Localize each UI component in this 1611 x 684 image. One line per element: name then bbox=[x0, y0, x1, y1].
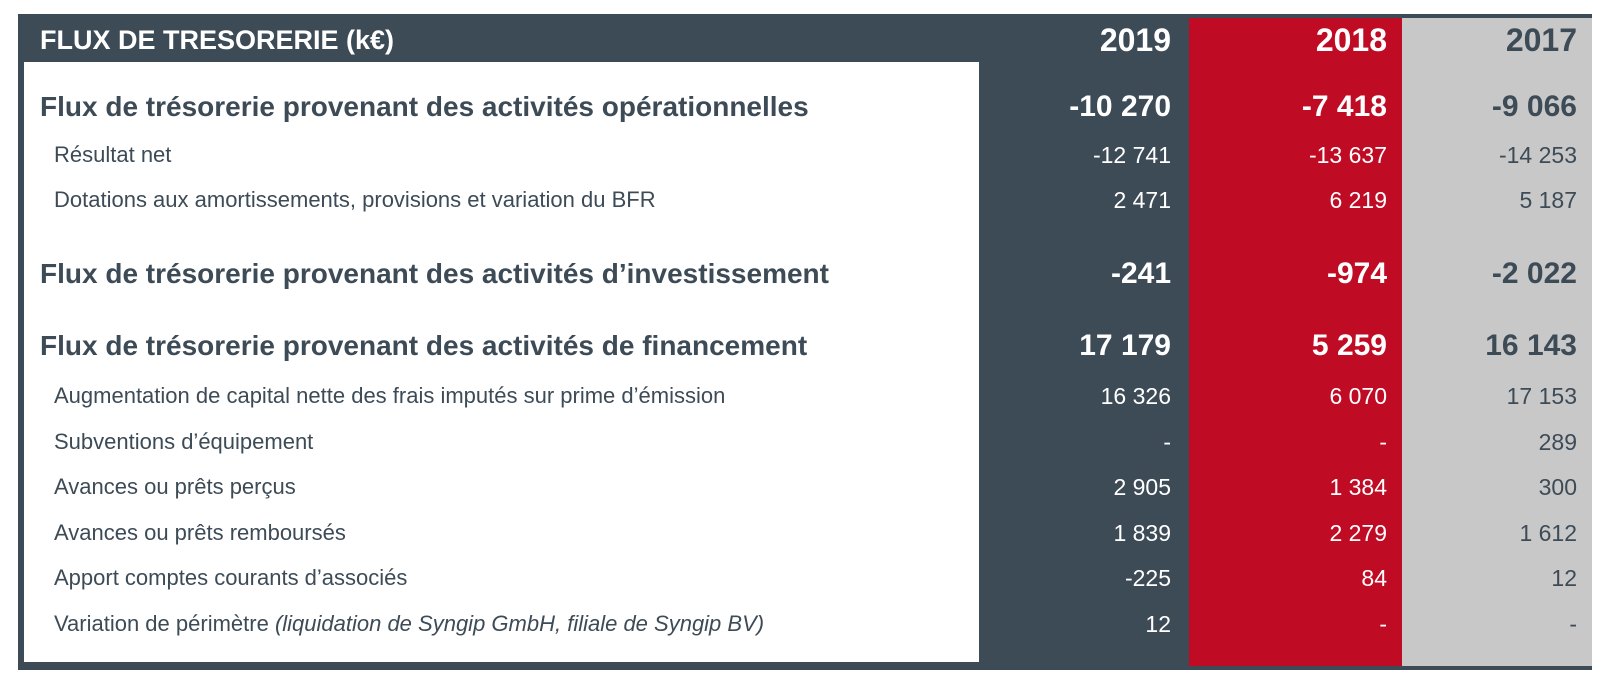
value-2017: 289 bbox=[1538, 429, 1577, 455]
row-label: Augmentation de capital nette des frais … bbox=[54, 383, 726, 408]
value-2019: -225 bbox=[1124, 565, 1171, 591]
table-row: Résultat net -12 741 -13 637 -14 253 bbox=[0, 138, 1611, 172]
value-2018: 5 259 bbox=[1311, 329, 1387, 362]
value-2019: -12 741 bbox=[1092, 142, 1171, 168]
value-2018: 6 219 bbox=[1329, 187, 1387, 213]
value-2017: -14 253 bbox=[1498, 142, 1577, 168]
year-header-2018: 2018 bbox=[1315, 22, 1387, 58]
table-row: Flux de trésorerie provenant des activit… bbox=[0, 86, 1611, 128]
table-row: Flux de trésorerie provenant des activit… bbox=[0, 253, 1611, 295]
table-row: Variation de périmètre (liquidation de S… bbox=[0, 607, 1611, 641]
row-label: Dotations aux amortissements, provisions… bbox=[54, 187, 656, 212]
value-2018: -13 637 bbox=[1308, 142, 1387, 168]
table-row: Dotations aux amortissements, provisions… bbox=[0, 183, 1611, 217]
row-label: Flux de trésorerie provenant des activit… bbox=[40, 91, 809, 122]
year-header-2019: 2019 bbox=[1099, 22, 1171, 58]
label-panel bbox=[24, 62, 979, 662]
value-2018: 84 bbox=[1361, 565, 1387, 591]
value-2017: 1 612 bbox=[1519, 520, 1577, 546]
value-2019: 12 bbox=[1145, 611, 1171, 637]
row-label: Avances ou prêts perçus bbox=[54, 474, 296, 499]
table-row: Avances ou prêts perçus 2 905 1 384 300 bbox=[0, 470, 1611, 504]
year-header-2017: 2017 bbox=[1505, 22, 1577, 58]
column-2017-background bbox=[1402, 18, 1592, 666]
table-title: FLUX DE TRESORERIE (k€) bbox=[40, 25, 395, 55]
value-2018: -7 418 bbox=[1301, 90, 1387, 123]
value-2019: 16 326 bbox=[1100, 383, 1171, 409]
row-label-note: (liquidation de Syngip GmbH, filiale de … bbox=[274, 611, 765, 636]
value-2019: 17 179 bbox=[1079, 329, 1171, 362]
value-2018: 1 384 bbox=[1329, 474, 1387, 500]
value-2019: 1 839 bbox=[1113, 520, 1171, 546]
table-row: Flux de trésorerie provenant des activit… bbox=[0, 325, 1611, 367]
value-2018: 2 279 bbox=[1329, 520, 1387, 546]
row-label: Apport comptes courants d’associés bbox=[54, 565, 408, 590]
table-row: Subventions d’équipement - - 289 bbox=[0, 425, 1611, 459]
value-2017: 16 143 bbox=[1485, 329, 1577, 362]
value-2019: 2 905 bbox=[1113, 474, 1171, 500]
row-label: Variation de périmètre (liquidation de S… bbox=[54, 607, 764, 641]
column-2018-background bbox=[1189, 18, 1402, 666]
row-label: Subventions d’équipement bbox=[54, 429, 314, 454]
value-2017: -2 022 bbox=[1491, 257, 1577, 290]
value-2018: 6 070 bbox=[1329, 383, 1387, 409]
value-2017: - bbox=[1569, 611, 1577, 637]
value-2018: - bbox=[1379, 611, 1387, 637]
value-2019: 2 471 bbox=[1113, 187, 1171, 213]
value-2017: 300 bbox=[1538, 474, 1577, 500]
value-2018: - bbox=[1379, 429, 1387, 455]
value-2019: - bbox=[1163, 429, 1171, 455]
value-2019: -241 bbox=[1110, 257, 1171, 290]
table-row: Augmentation de capital nette des frais … bbox=[0, 379, 1611, 413]
value-2017: 12 bbox=[1551, 565, 1577, 591]
value-2018: -974 bbox=[1326, 257, 1387, 290]
table-row: Apport comptes courants d’associés -225 … bbox=[0, 561, 1611, 595]
row-label: Résultat net bbox=[54, 142, 172, 167]
value-2019: -10 270 bbox=[1069, 90, 1171, 123]
value-2017: -9 066 bbox=[1491, 90, 1577, 123]
row-label: Flux de trésorerie provenant des activit… bbox=[40, 330, 808, 361]
value-2017: 5 187 bbox=[1519, 187, 1577, 213]
row-label: Avances ou prêts remboursés bbox=[54, 520, 346, 545]
row-label-main: Variation de périmètre bbox=[54, 611, 275, 636]
table-row: Avances ou prêts remboursés 1 839 2 279 … bbox=[0, 516, 1611, 550]
value-2017: 17 153 bbox=[1506, 383, 1577, 409]
row-label: Flux de trésorerie provenant des activit… bbox=[40, 258, 829, 289]
